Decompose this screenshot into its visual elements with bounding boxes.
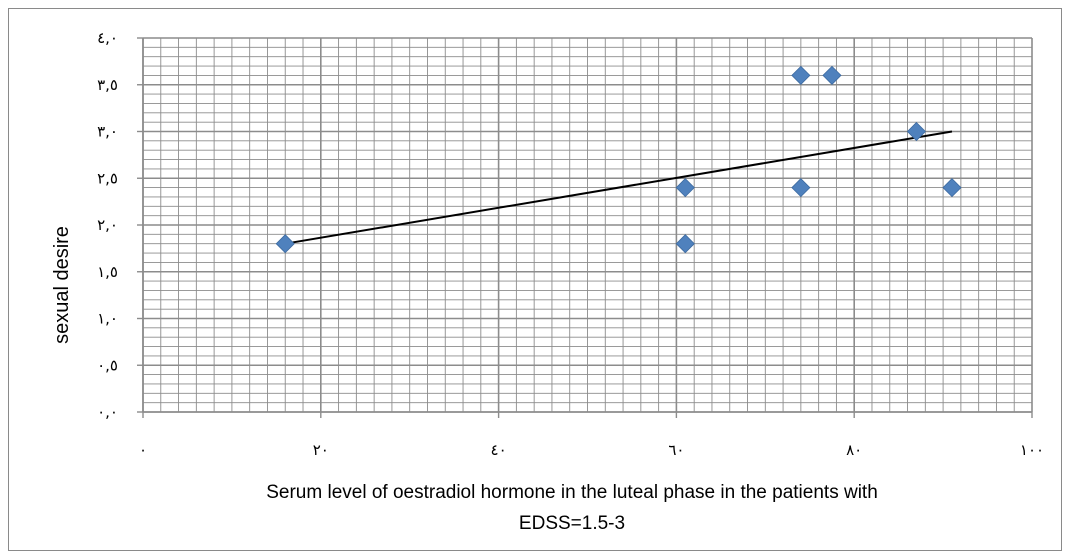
- x-tick-label: ٠: [139, 441, 147, 459]
- x-tick-label: ١٠٠: [1020, 441, 1044, 459]
- y-tick-label: ٤,٠: [97, 29, 118, 47]
- data-point-marker: [906, 121, 926, 142]
- y-tick-label: ٢,٠: [97, 216, 118, 234]
- y-tick-label: ٣,٠: [97, 123, 118, 141]
- y-tick-label: ٢,٥: [97, 169, 118, 187]
- axes: [137, 37, 1033, 418]
- data-point-marker: [942, 178, 962, 198]
- x-tick-label: ٨٠: [846, 441, 862, 459]
- data-point-marker: [822, 65, 842, 85]
- chart-frame: [8, 8, 1062, 551]
- x-axis-title-line-2: EDSS=1.5-3: [519, 513, 625, 534]
- y-axis-title: sexual desire: [51, 226, 73, 344]
- x-tick-label: ٢٠: [313, 441, 329, 459]
- y-tick-labels: ٠,٠ ٠,٥ ١,٠ ١,٥ ٢,٠ ٢,٥ ٣,٠ ٣,٥ ٤,٠: [97, 29, 118, 421]
- trendline-layer: [285, 130, 953, 245]
- y-tick-label: ٠,٠: [97, 403, 118, 421]
- trendline: [285, 130, 953, 245]
- y-tick-label: ٣,٥: [97, 76, 118, 94]
- x-tick-labels: ٠ ٢٠ ٤٠ ٦٠ ٨٠ ١٠٠: [139, 441, 1044, 459]
- data-point-marker: [791, 178, 811, 198]
- data-point-marker: [275, 234, 295, 254]
- data-point-marker: [791, 65, 811, 85]
- data-point-marker: [675, 178, 695, 198]
- grid: [142, 37, 1033, 413]
- x-tick-label: ٦٠: [668, 441, 684, 459]
- data-point-marker: [675, 234, 695, 254]
- y-tick-label: ١,٥: [97, 263, 118, 281]
- data-points: [275, 65, 962, 254]
- x-axis-title-line-1: Serum level of oestradiol hormone in the…: [266, 482, 878, 503]
- y-tick-label: ١,٠: [97, 310, 118, 328]
- x-tick-label: ٤٠: [491, 441, 507, 459]
- y-tick-label: ٠,٥: [97, 356, 118, 374]
